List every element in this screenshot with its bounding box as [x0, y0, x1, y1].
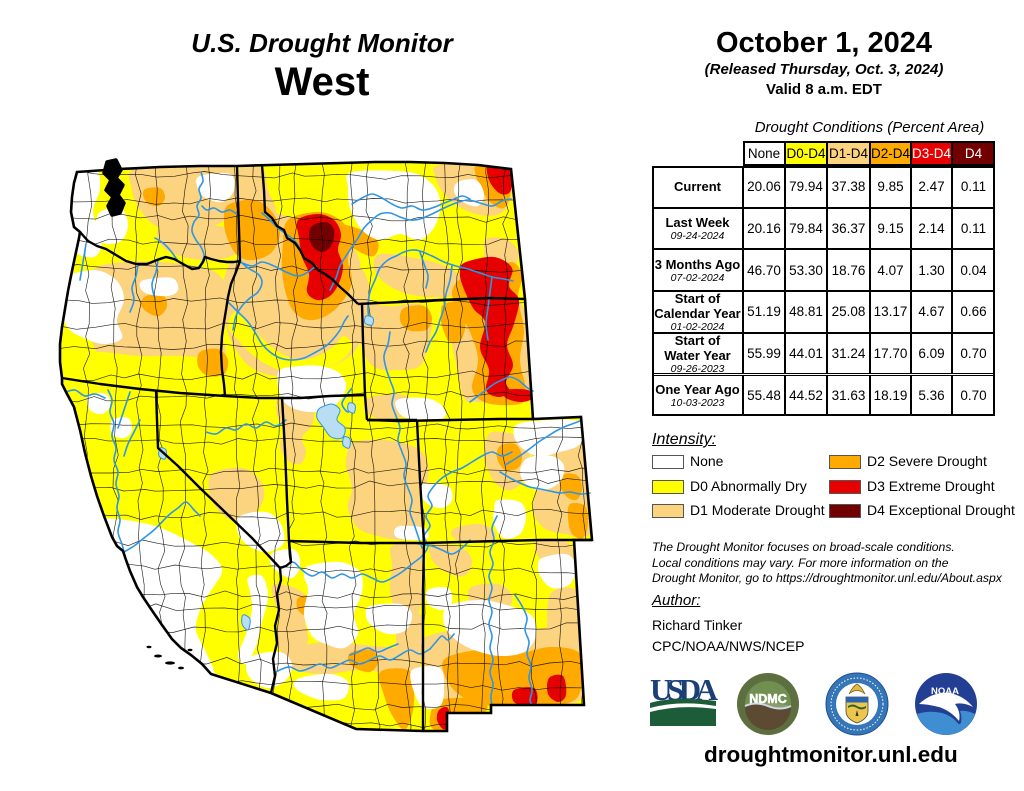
svg-text:NDMC: NDMC [749, 692, 787, 706]
svg-text:NOAA: NOAA [931, 686, 959, 697]
